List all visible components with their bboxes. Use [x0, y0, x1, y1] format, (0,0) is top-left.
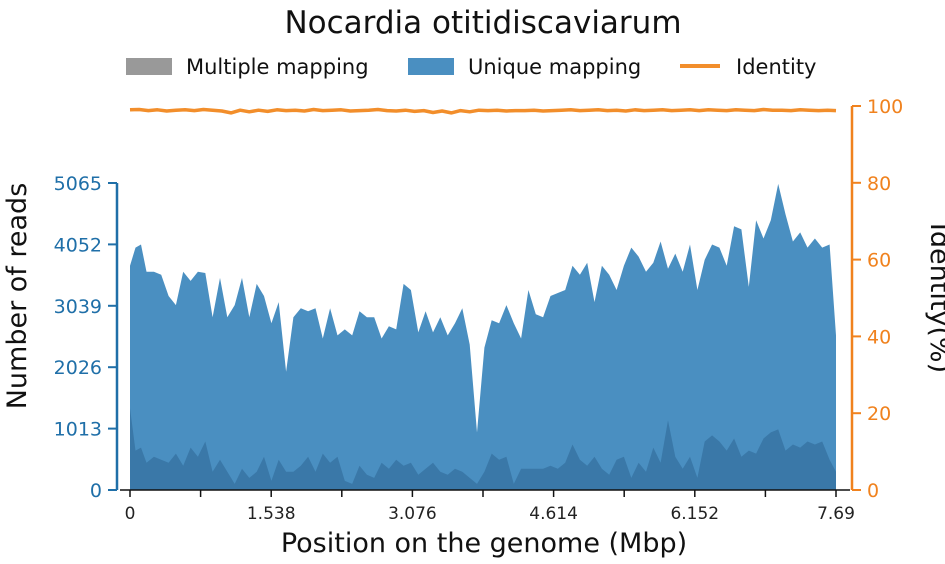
legend-swatch-unique: [408, 58, 454, 75]
right-y-tick-label: 20: [867, 403, 891, 425]
left-y-tick-label: 2026: [54, 357, 102, 379]
plot-area: [129, 107, 837, 490]
x-tick-label: 6.152: [670, 504, 719, 524]
left-y-tick-label: 0: [90, 480, 102, 502]
right-y-tick-label: 0: [867, 480, 879, 502]
right-y-tick-label: 60: [867, 250, 891, 272]
right-y-tick-label: 40: [867, 326, 891, 348]
left-y-tick-label: 5065: [54, 173, 102, 195]
x-axis-label: Position on the genome (Mbp): [281, 528, 687, 559]
left-y-tick-label: 1013: [54, 419, 102, 441]
right-y-axis: 0 20 40 60 80 100 Identity(%): [850, 96, 945, 502]
multiple-mapping-area: [130, 408, 836, 490]
chart-title: Nocardia otitidiscaviarum: [284, 5, 681, 41]
right-y-tick-label: 100: [867, 96, 903, 118]
unique-mapping-area: [130, 183, 836, 490]
x-tick-label: 4.614: [529, 504, 578, 524]
left-y-tick-label: 3039: [54, 296, 102, 318]
left-y-axis-label: Number of reads: [2, 183, 33, 410]
legend-swatch-multiple: [126, 58, 172, 75]
legend: Multiple mapping Unique mapping Identity: [126, 55, 816, 79]
legend-label-identity: Identity: [736, 55, 816, 79]
x-tick-label: 0: [125, 504, 136, 524]
right-y-tick-label: 80: [867, 173, 891, 195]
legend-label-unique: Unique mapping: [468, 55, 641, 79]
identity-line: [129, 107, 837, 115]
x-tick-label: 1.538: [247, 504, 296, 524]
x-tick-label: 7.69: [817, 504, 855, 524]
x-axis: 0 1.538 3.076 4.614 6.152 7.69 Position on th…: [120, 489, 855, 559]
legend-label-multiple: Multiple mapping: [186, 55, 369, 79]
right-y-axis-label: Identity(%): [924, 223, 945, 373]
x-tick-label: 3.076: [388, 504, 437, 524]
left-y-axis: 0 1013 2026 3039 4052 5065 Number of reads: [2, 173, 119, 502]
left-y-tick-label: 4052: [54, 234, 102, 256]
